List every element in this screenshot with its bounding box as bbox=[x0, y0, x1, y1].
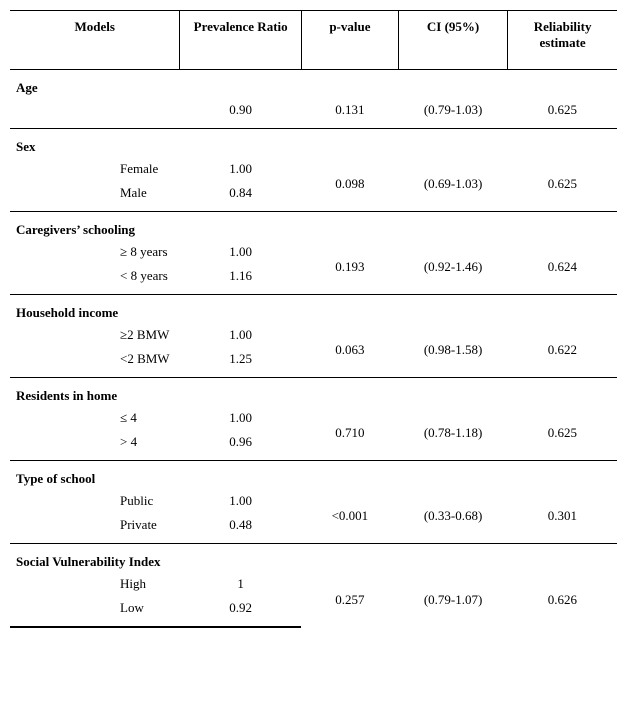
row-svi-high: High 1 0.257 (0.79-1.07) 0.626 bbox=[10, 572, 617, 596]
section-sex: Sex bbox=[10, 129, 617, 158]
col-pr: Prevalence Ratio bbox=[180, 11, 301, 70]
row-residents-le4: ≤ 4 1.00 0.710 (0.78-1.18) 0.625 bbox=[10, 406, 617, 430]
col-pvalue: p-value bbox=[301, 11, 398, 70]
table-body: Age 0.90 0.131 (0.79-1.03) 0.625 Sex Fem… bbox=[10, 70, 617, 628]
section-income: Household income bbox=[10, 295, 617, 324]
col-ci: CI (95%) bbox=[398, 11, 507, 70]
row-schooling-ge8: ≥ 8 years 1.00 0.193 (0.92-1.46) 0.624 bbox=[10, 240, 617, 264]
col-models: Models bbox=[10, 11, 180, 70]
section-age: Age bbox=[10, 70, 617, 99]
results-table: Models Prevalence Ratio p-value CI (95%)… bbox=[10, 10, 617, 628]
section-residents: Residents in home bbox=[10, 378, 617, 407]
header-row: Models Prevalence Ratio p-value CI (95%)… bbox=[10, 11, 617, 70]
section-schooling: Caregivers’ schooling bbox=[10, 212, 617, 241]
section-school: Type of school bbox=[10, 461, 617, 490]
section-svi: Social Vulnerability Index bbox=[10, 544, 617, 573]
col-reliability: Reliability estimate bbox=[508, 11, 617, 70]
row-school-public: Public 1.00 <0.001 (0.33-0.68) 0.301 bbox=[10, 489, 617, 513]
row-age: 0.90 0.131 (0.79-1.03) 0.625 bbox=[10, 98, 617, 129]
row-income-ge2: ≥2 BMW 1.00 0.063 (0.98-1.58) 0.622 bbox=[10, 323, 617, 347]
row-sex-female: Female 1.00 0.098 (0.69-1.03) 0.625 bbox=[10, 157, 617, 181]
